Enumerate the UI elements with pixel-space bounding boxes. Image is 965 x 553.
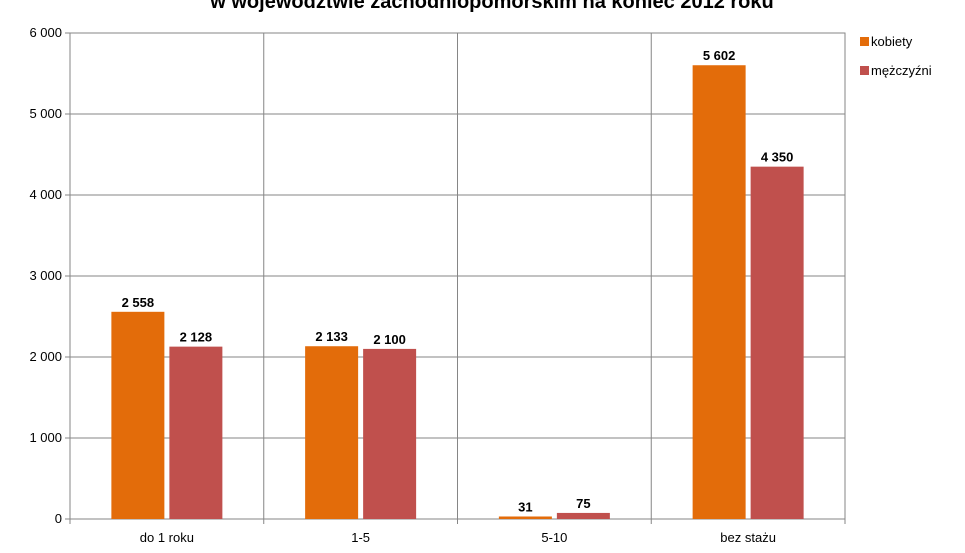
y-tick-label: 0 <box>55 511 62 526</box>
data-label: 2 128 <box>180 330 213 345</box>
bar-mezczyzni <box>750 166 804 519</box>
legend-swatch <box>860 66 869 75</box>
bar-mezczyzni <box>169 346 223 519</box>
legend-swatch <box>860 37 869 46</box>
data-label: 2 133 <box>315 329 348 344</box>
x-tick-label: bez stażu <box>720 530 776 545</box>
bar-kobiety <box>498 516 552 519</box>
y-tick-label: 6 000 <box>29 25 62 40</box>
data-label: 4 350 <box>761 150 794 165</box>
data-label: 5 602 <box>703 48 736 63</box>
x-tick-label: 1-5 <box>351 530 370 545</box>
data-label: 2 558 <box>122 295 155 310</box>
bar-mezczyzni <box>556 512 610 519</box>
y-tick-label: 3 000 <box>29 268 62 283</box>
legend-label: mężczyźni <box>871 63 932 78</box>
plot-area: 0 1 000 2 000 3 000 4 000 5 000 6 000 2 558 2 12… <box>29 25 846 545</box>
data-label: 31 <box>518 499 532 514</box>
legend-label: kobiety <box>871 34 913 49</box>
legend: kobiety mężczyźni <box>860 34 932 78</box>
x-tick-label: 5-10 <box>541 530 567 545</box>
x-tick-label: do 1 roku <box>140 530 194 545</box>
chart-title: w województwie zachodniopomorskim na kon… <box>209 0 773 13</box>
data-label: 75 <box>576 496 590 511</box>
data-label: 2 100 <box>373 332 406 347</box>
y-tick-label: 4 000 <box>29 187 62 202</box>
bar-mezczyzni <box>363 348 417 519</box>
bar-kobiety <box>305 346 359 519</box>
bar-kobiety <box>692 65 746 519</box>
y-tick-label: 1 000 <box>29 430 62 445</box>
y-tick-label: 5 000 <box>29 106 62 121</box>
bar-kobiety <box>111 311 165 519</box>
y-tick-label: 2 000 <box>29 349 62 364</box>
